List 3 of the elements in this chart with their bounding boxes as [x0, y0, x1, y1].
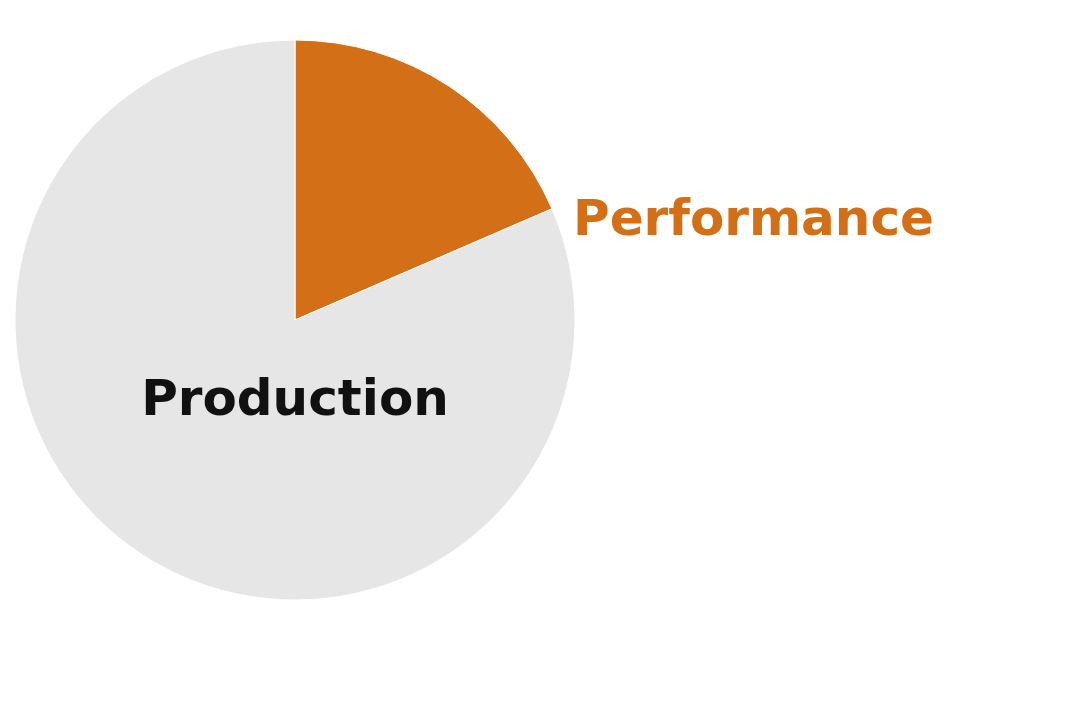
slice-label: Performance — [573, 189, 934, 247]
pie-slice — [14, 39, 576, 601]
slice-label: Production — [141, 369, 449, 427]
